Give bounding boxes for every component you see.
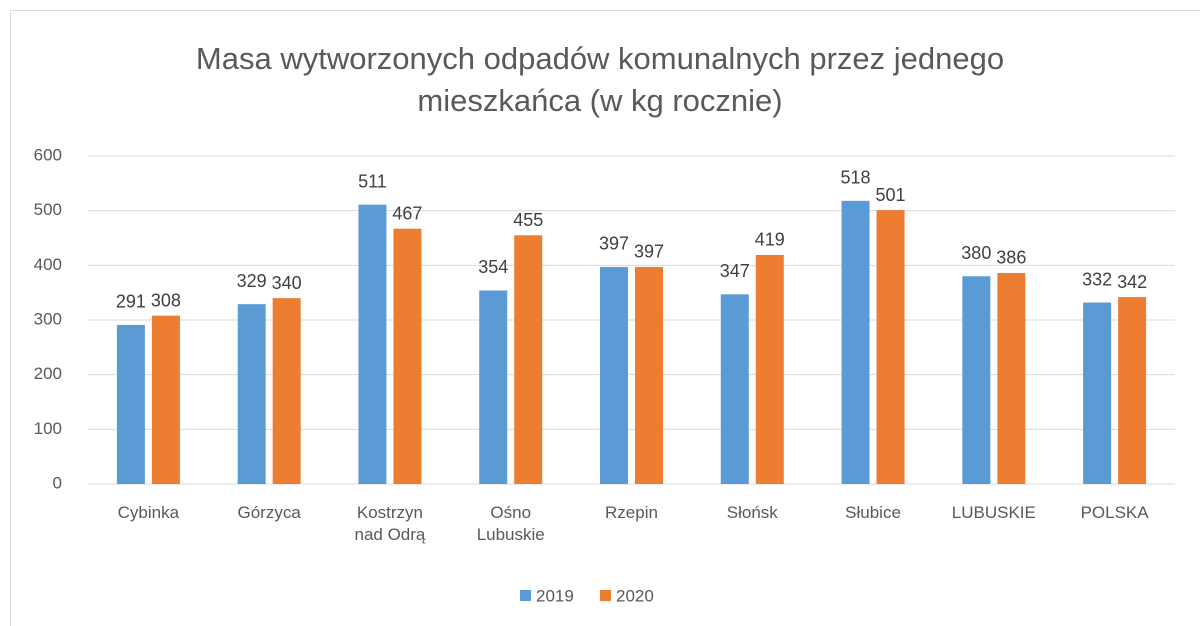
data-label: 340 xyxy=(272,273,302,293)
data-label: 291 xyxy=(116,292,146,312)
x-tick-label: Słońsk xyxy=(726,503,778,522)
data-label: 332 xyxy=(1082,269,1112,289)
x-tick-label: Kostrzyn nad Odrą xyxy=(354,503,426,544)
bar xyxy=(876,210,905,484)
bar xyxy=(393,228,422,484)
x-tick-label: Górzyca xyxy=(237,503,301,522)
legend-label: 2019 xyxy=(536,586,574,605)
data-label: 329 xyxy=(237,271,267,291)
legend-swatch xyxy=(600,590,611,601)
bar xyxy=(358,204,387,485)
y-tick-label: 0 xyxy=(53,473,62,492)
bar xyxy=(151,315,180,484)
x-tick-label: Rzepin xyxy=(605,503,658,522)
data-label: 380 xyxy=(961,243,991,263)
data-label: 386 xyxy=(996,248,1026,268)
bar xyxy=(755,254,784,484)
y-tick-label: 600 xyxy=(34,145,62,164)
legend-label: 2020 xyxy=(616,586,654,605)
data-label: 518 xyxy=(841,168,871,188)
bar xyxy=(514,235,543,484)
bar xyxy=(1118,297,1147,484)
bar xyxy=(600,266,628,484)
bar xyxy=(997,272,1026,484)
data-label: 467 xyxy=(392,203,422,223)
data-label: 501 xyxy=(876,185,906,205)
x-tick-label: LUBUSKIE xyxy=(951,503,1036,522)
y-tick-label: 300 xyxy=(34,309,62,328)
legend-swatch xyxy=(520,590,531,601)
bar xyxy=(841,200,870,484)
data-label: 308 xyxy=(151,290,181,310)
y-tick-label: 400 xyxy=(34,255,62,274)
data-label: 347 xyxy=(720,261,750,281)
data-label: 455 xyxy=(513,210,543,230)
y-tick-label: 500 xyxy=(34,200,62,219)
bar xyxy=(237,304,266,484)
data-label: 511 xyxy=(358,171,387,191)
y-tick-label: 200 xyxy=(34,364,62,383)
chart-title: Masa wytworzonych odpadów komunalnych pr… xyxy=(195,41,1005,118)
bar xyxy=(1083,302,1112,484)
y-tick-label: 100 xyxy=(34,419,62,438)
bar xyxy=(479,290,508,484)
data-label: 419 xyxy=(755,230,785,250)
x-tick-label: Słubice xyxy=(845,503,901,522)
bar xyxy=(635,266,663,484)
x-tick-label: POLSKA xyxy=(1080,503,1149,522)
data-label: 397 xyxy=(634,242,664,262)
data-label: 342 xyxy=(1117,272,1147,292)
data-label: 354 xyxy=(478,257,508,277)
bar xyxy=(116,324,145,484)
data-label: 397 xyxy=(599,234,629,254)
bar xyxy=(720,294,749,484)
bar xyxy=(272,298,301,484)
x-tick-label: Cybinka xyxy=(117,503,180,522)
bar xyxy=(962,276,991,484)
x-tick-label: Ośno Lubuskie xyxy=(476,503,545,544)
